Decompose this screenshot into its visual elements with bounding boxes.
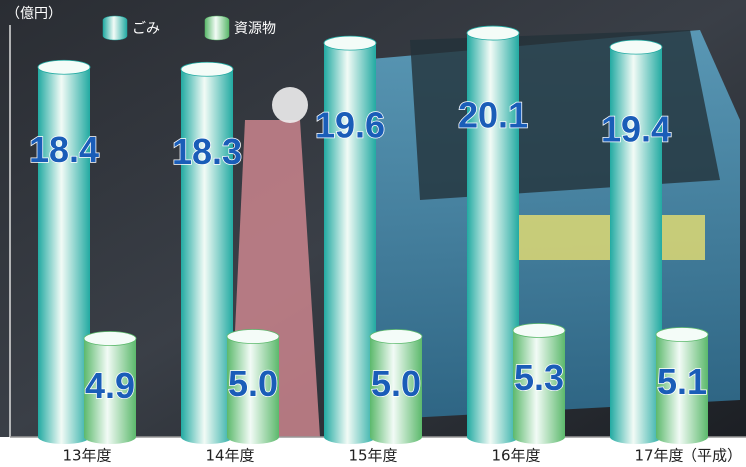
value-label: 5.0 xyxy=(228,363,278,404)
value-label: 5.0 xyxy=(371,363,421,404)
bar-top xyxy=(656,328,708,342)
bar-top xyxy=(370,330,422,344)
unit-label: （億円） xyxy=(6,6,62,22)
value-label: 20.1 xyxy=(458,95,528,136)
bar xyxy=(467,26,519,444)
legend-label: ごみ xyxy=(132,21,160,37)
x-tick-label: 16年度 xyxy=(491,447,540,465)
page: {"chart_data": {"type": "bar", "unit_lab… xyxy=(0,0,746,467)
bar-top xyxy=(610,40,662,54)
x-tick-label: 17年度 xyxy=(634,447,683,465)
value-label: 18.3 xyxy=(172,131,242,172)
x-note: （平成） xyxy=(682,447,742,465)
value-label: 5.1 xyxy=(657,361,707,402)
bar-top xyxy=(181,62,233,76)
chart: （億円） （平成） 13年度 18.4 4.9 14年度 18.3 5.0 15年度 19.6… xyxy=(0,0,746,467)
bar-top xyxy=(513,323,565,337)
value-label: 5.3 xyxy=(514,357,564,398)
value-label: 19.6 xyxy=(315,105,385,146)
bar xyxy=(610,40,662,444)
bar-top xyxy=(467,26,519,40)
bar xyxy=(38,60,90,444)
bar xyxy=(324,36,376,444)
bar-top xyxy=(324,36,376,50)
bar xyxy=(181,62,233,444)
bar-top xyxy=(227,330,279,344)
truck-window xyxy=(410,30,720,200)
legend-swatch xyxy=(205,16,229,40)
value-label: 4.9 xyxy=(85,365,135,406)
legend-label: 資源物 xyxy=(234,21,276,37)
bar-top xyxy=(84,332,136,346)
bar-top xyxy=(38,60,90,74)
x-tick-label: 15年度 xyxy=(348,447,397,465)
value-label: 18.4 xyxy=(29,129,99,170)
x-tick-label: 14年度 xyxy=(205,447,254,465)
value-label: 19.4 xyxy=(601,109,671,150)
x-tick-label: 13年度 xyxy=(62,447,111,465)
legend-swatch xyxy=(103,16,127,40)
person-head xyxy=(272,87,308,123)
